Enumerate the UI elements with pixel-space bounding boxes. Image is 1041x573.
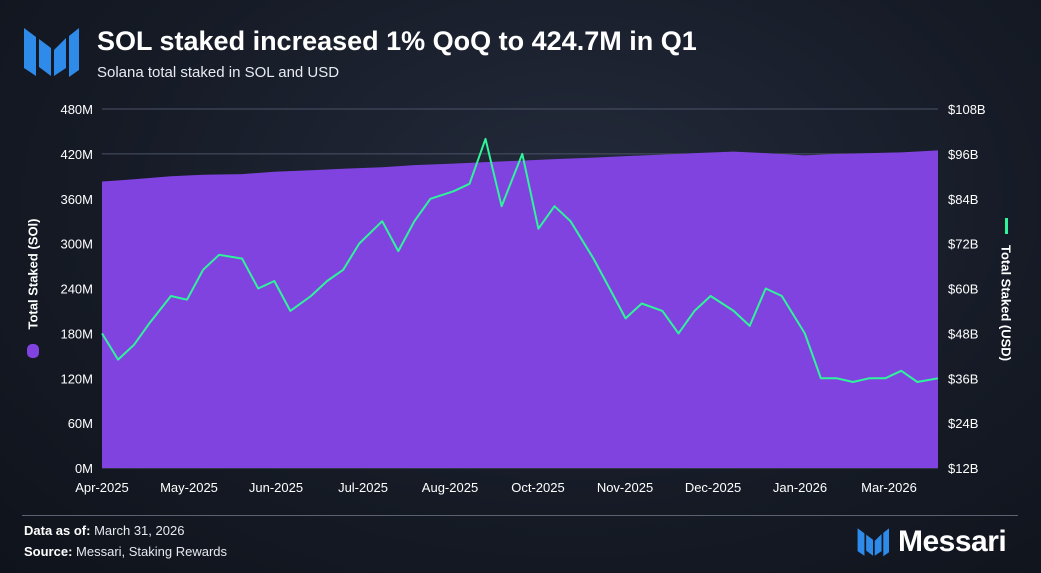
sol-area-series	[102, 150, 938, 468]
left-tick-label: 240M	[60, 282, 93, 297]
brand-name: Messari	[898, 525, 1007, 558]
staked-chart: 0M 60M 120M 180M 240M 300M 360M 420M 480M $12B $2…	[60, 102, 986, 495]
left-tick-label: 180M	[60, 326, 93, 341]
right-tick-label: $96B	[948, 147, 978, 162]
left-axis-label-text: Total Staked (SOl)	[25, 218, 41, 330]
left-tick-label: 420M	[60, 147, 93, 162]
left-tick-label: 300M	[60, 237, 93, 252]
x-tick-label: Nov-2025	[597, 480, 653, 495]
usd-line-series	[101, 137, 939, 383]
brand-mark: Messari	[856, 525, 1007, 559]
left-tick-label: 480M	[60, 102, 93, 117]
left-axis-label: Total Staked (SOl)	[26, 219, 41, 330]
source-line: Source: Messari, Staking Rewards	[24, 544, 227, 559]
left-axis-ticks: 0M 60M 120M 180M 240M 300M 360M 420M 480M	[60, 102, 93, 476]
messari-brand-icon	[857, 528, 889, 557]
page-title: SOL staked increased 1% QoQ to 424.7M in…	[97, 26, 697, 56]
right-tick-label: $24B	[948, 416, 978, 431]
x-tick-label: May-2025	[160, 480, 218, 495]
right-tick-label: $108B	[948, 102, 986, 117]
data-as-of-value: March 31, 2026	[94, 523, 185, 538]
right-axis-label: Total Staked (USD)	[999, 245, 1014, 361]
left-tick-label: 0M	[75, 461, 93, 476]
x-axis-ticks: Apr-2025 May-2025 Jun-2025 Jul-2025 Aug-2025…	[75, 480, 917, 495]
footer-divider	[22, 515, 1018, 516]
left-tick-label: 60M	[68, 416, 93, 431]
sol-legend-swatch-icon	[27, 344, 39, 358]
right-tick-label: $36B	[948, 371, 978, 386]
right-tick-label: $72B	[948, 237, 978, 252]
usd-line	[101, 137, 939, 383]
usd-legend-swatch-icon	[1005, 218, 1008, 234]
x-tick-label: Jul-2025	[338, 480, 388, 495]
data-as-of: Data as of: March 31, 2026	[24, 523, 184, 538]
x-tick-label: Mar-2026	[861, 480, 917, 495]
right-axis-label-text: Total Staked (USD)	[998, 244, 1014, 362]
data-as-of-label: Data as of:	[24, 523, 91, 538]
sol-area	[102, 150, 938, 468]
right-axis-ticks: $12B $24B $36B $48B $60B $72B $84B $96B $108B	[948, 102, 986, 476]
right-tick-label: $48B	[948, 326, 978, 341]
x-tick-label: Dec-2025	[685, 480, 741, 495]
right-tick-label: $60B	[948, 282, 978, 297]
left-tick-label: 360M	[60, 192, 93, 207]
x-tick-label: Apr-2025	[75, 480, 128, 495]
x-tick-label: Jun-2025	[249, 480, 303, 495]
x-tick-label: Aug-2025	[422, 480, 478, 495]
left-tick-label: 120M	[60, 371, 93, 386]
right-tick-label: $84B	[948, 192, 978, 207]
source-value: Messari, Staking Rewards	[76, 544, 228, 559]
right-tick-label: $12B	[948, 461, 978, 476]
messari-logo-icon	[24, 28, 79, 77]
x-tick-label: Jan-2026	[773, 480, 827, 495]
source-label: Source:	[24, 544, 73, 559]
x-tick-label: Oct-2025	[511, 480, 564, 495]
page-subtitle: Solana total staked in SOL and USD	[97, 64, 340, 81]
